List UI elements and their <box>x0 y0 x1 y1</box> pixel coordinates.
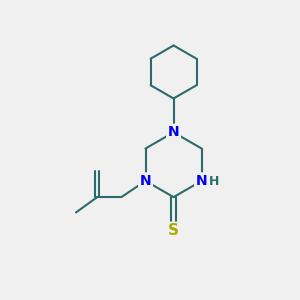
Text: S: S <box>168 224 179 238</box>
Text: N: N <box>140 174 151 188</box>
Text: H: H <box>209 175 219 188</box>
Text: N: N <box>168 125 179 139</box>
Text: N: N <box>196 174 207 188</box>
